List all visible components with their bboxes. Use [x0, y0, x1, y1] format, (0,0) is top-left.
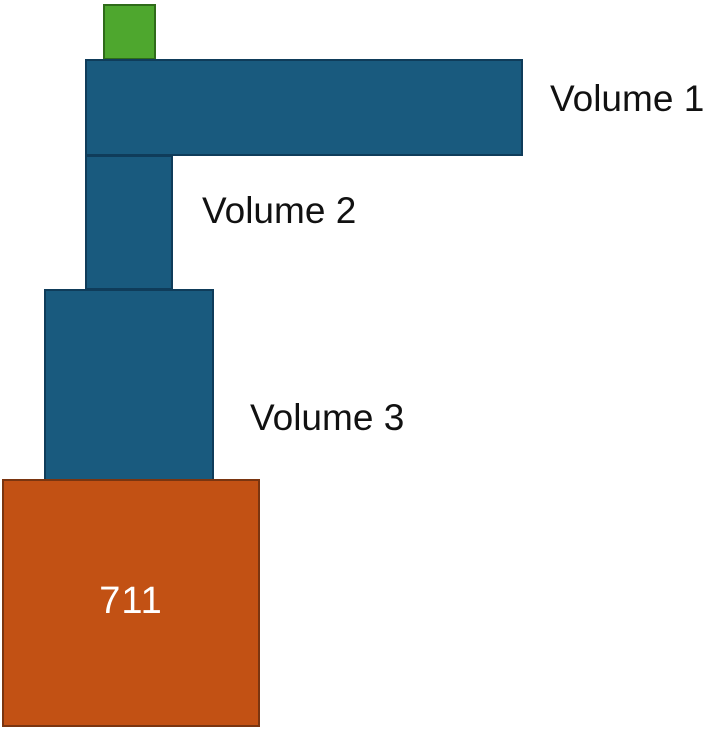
base-block-label: 711: [99, 579, 163, 622]
volume-1-block: [85, 59, 523, 156]
volume-3-label: Volume 3: [250, 397, 405, 438]
volume-2-label: Volume 2: [202, 190, 357, 231]
volume-3-block: [44, 289, 214, 481]
volume-2-block: [85, 155, 173, 290]
volume-1-label: Volume 1: [550, 78, 705, 119]
top-green-block: [103, 4, 156, 60]
base-block: 711: [2, 479, 260, 727]
